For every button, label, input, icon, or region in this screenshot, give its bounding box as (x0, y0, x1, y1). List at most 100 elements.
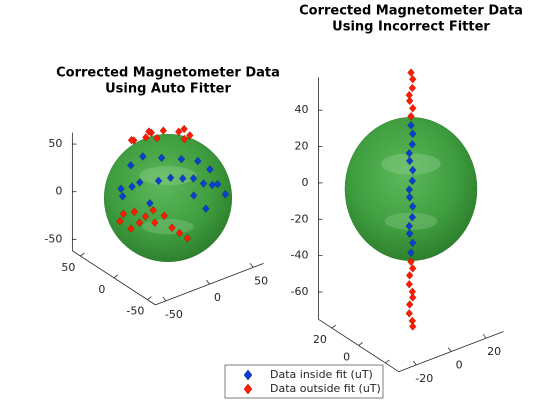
data-point (117, 184, 125, 194)
data-point (405, 156, 414, 166)
y-tick (358, 342, 363, 346)
z-tick-label: -50 (44, 232, 62, 245)
data-point (142, 132, 150, 142)
y-tick-label: 20 (313, 333, 327, 346)
y-tick-label: 0 (98, 283, 105, 296)
data-point (177, 154, 186, 164)
data-point (141, 211, 150, 221)
x-tick (206, 279, 210, 285)
sphere-highlight (142, 219, 194, 235)
data-point (202, 204, 210, 213)
x-tick (249, 263, 254, 268)
y-axis (72, 250, 156, 306)
fitted-sphere (103, 133, 233, 263)
z-tick-label: -60 (290, 285, 308, 298)
data-point (405, 192, 414, 202)
data-point (178, 174, 187, 183)
data-point (405, 221, 414, 231)
data-point (126, 160, 135, 170)
data-point (407, 120, 415, 130)
x-tick (412, 360, 417, 366)
data-point (160, 211, 169, 221)
data-point (408, 238, 417, 248)
data-point (180, 124, 188, 134)
data-point (407, 68, 415, 77)
x-tick-label: -50 (165, 308, 183, 321)
data-point (159, 126, 168, 136)
x-tick-label: 20 (487, 345, 501, 358)
data-point (407, 248, 415, 258)
data-point (208, 180, 217, 190)
data-point (193, 156, 202, 166)
z-tick-label: 50 (48, 137, 62, 150)
z-tick-label: 0 (55, 185, 62, 198)
data-point (118, 191, 127, 201)
data-point (146, 198, 154, 208)
z-tick-label: -40 (290, 249, 308, 262)
data-point (408, 129, 417, 139)
data-point (128, 182, 136, 192)
data-point (221, 189, 230, 199)
data-point (153, 133, 161, 143)
y-tick (385, 359, 390, 364)
z-tick-label: 40 (294, 103, 308, 116)
y-tick-label: 50 (61, 261, 75, 274)
data-point (154, 176, 163, 186)
data-point (405, 90, 414, 100)
chart-title: Corrected Magnetometer Data (56, 66, 280, 81)
data-point (116, 216, 124, 226)
data-point (145, 127, 153, 136)
data-point (408, 140, 417, 149)
data-point (139, 152, 147, 161)
data-point (405, 308, 414, 318)
sphere-highlight (384, 212, 438, 230)
data-point (150, 218, 159, 227)
z-tick-label: 0 (301, 176, 308, 189)
data-point (408, 202, 417, 211)
data-point (183, 233, 192, 243)
data-point (405, 279, 414, 289)
chart-title: Using Auto Fitter (105, 82, 231, 97)
data-point (405, 185, 414, 195)
data-point (405, 300, 414, 309)
data-point (130, 207, 139, 217)
data-point (189, 191, 198, 200)
data-point (185, 130, 194, 140)
data-point (180, 134, 189, 144)
z-tick-label: -20 (290, 212, 308, 225)
y-tick-label: 0 (343, 350, 350, 363)
data-point (405, 229, 414, 238)
x-tick-label: 0 (456, 359, 463, 372)
legend-marker (243, 383, 253, 395)
data-point (408, 83, 417, 93)
legend: Data inside fit (uT) Data outside fit (u… (224, 364, 384, 399)
legend-label: Data inside fit (uT) (270, 368, 373, 381)
data-point (408, 293, 417, 302)
data-point (175, 228, 184, 238)
y-tick (113, 274, 119, 279)
data-point (405, 96, 414, 106)
data-point (408, 74, 417, 84)
y-tick (147, 296, 152, 300)
x-tick (162, 296, 167, 302)
sphere-highlight (381, 153, 441, 175)
data-point (127, 135, 136, 145)
data-point (174, 127, 183, 137)
data-point (135, 218, 144, 228)
data-point (408, 263, 417, 273)
legend-box (224, 364, 384, 399)
data-point (407, 111, 415, 121)
y-tick-label: -50 (126, 305, 144, 318)
data-point (168, 223, 176, 233)
chart-title: Corrected Magnetometer Data (299, 4, 523, 19)
data-point (405, 148, 414, 158)
data-point (408, 212, 417, 222)
data-point (408, 176, 417, 186)
data-point (213, 179, 222, 189)
data-point (408, 103, 417, 113)
data-point (189, 174, 198, 183)
